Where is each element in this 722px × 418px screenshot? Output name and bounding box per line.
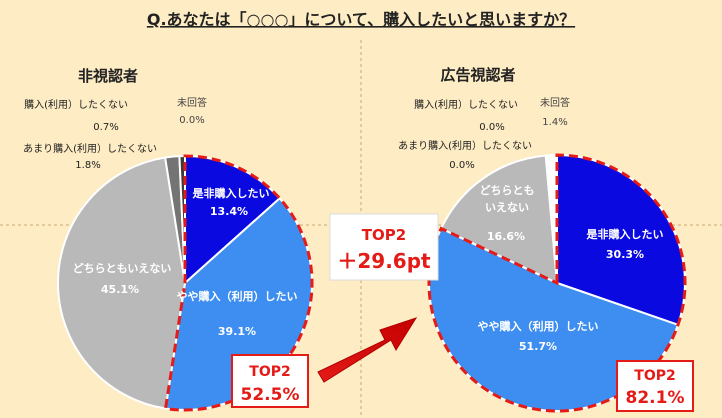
left-label-somewhat-name: やや購入（利用）したい (177, 289, 298, 303)
right-labels: 購入(利用）したくない 0.0% あまり購入(利用）したくない 0.0% 未回答… (398, 96, 663, 353)
difference-box: TOP2 ＋29.6pt (329, 213, 439, 281)
left-label-no-answer-name: 未回答 (177, 96, 207, 109)
left-pie (57, 154, 314, 412)
right-label-no-answer-value: 1.4% (542, 117, 567, 128)
right-label-not-buy-name: 購入(利用）したくない (414, 98, 518, 111)
left-label-not-buy-value: 0.7% (93, 122, 118, 133)
right-label-neutral-name: どちらともいえない (480, 184, 535, 214)
left-chart-title: 非視認者 (78, 67, 138, 85)
increase-arrow-icon (317, 317, 418, 383)
right-label-neutral-value: 16.6% (487, 230, 525, 243)
left-label-neutral-name: どちらともいえない (73, 262, 172, 275)
right-label-not-much-name: あまり購入(利用）したくない (398, 139, 532, 152)
right-label-somewhat-value: 51.7% (519, 340, 557, 353)
left-labels: 購入(利用）したくない 0.7% あまり購入(利用）したくない 1.8% 未回答… (23, 96, 297, 338)
left-label-not-much-name: あまり購入(利用）したくない (23, 142, 157, 155)
left-top2-label: TOP2 (249, 364, 290, 380)
left-label-not-much-value: 1.8% (75, 160, 100, 171)
difference-value: ＋29.6pt (337, 249, 431, 273)
left-label-not-buy-name: 購入(利用）したくない (24, 98, 128, 111)
right-label-not-much-value: 0.0% (449, 160, 474, 171)
right-top2-box: TOP2 82.1% (616, 360, 694, 412)
difference-label: TOP2 (362, 226, 406, 244)
left-slice-neutral (57, 156, 187, 410)
right-slice-neutral (439, 154, 559, 285)
left-top2-outline (163, 154, 314, 412)
question-title: Q.あなたは「○○○」について、購入したいと思いますか？ (147, 10, 575, 29)
left-label-neutral-value: 45.1% (101, 283, 139, 296)
right-chart-title: 広告視認者 (440, 66, 515, 84)
right-label-no-answer-name: 未回答 (540, 96, 570, 109)
left-label-somewhat-value: 39.1% (218, 325, 256, 338)
left-label-definitely-value: 13.4% (210, 205, 248, 218)
left-label-definitely-name: 是非購入したい (192, 186, 270, 200)
right-top2-value: 82.1% (626, 388, 685, 408)
left-top2-value: 52.5% (241, 385, 300, 405)
right-label-somewhat-name: やや購入（利用）したい (478, 319, 599, 333)
right-top2-label: TOP2 (634, 368, 675, 384)
left-label-no-answer-value: 0.0% (179, 115, 204, 126)
right-label-definitely-value: 30.3% (606, 248, 644, 261)
left-top2-box: TOP2 52.5% (231, 354, 309, 408)
right-pie (427, 153, 687, 413)
right-label-definitely-name: 是非購入したい (586, 227, 664, 241)
right-label-not-buy-value: 0.0% (479, 122, 504, 133)
right-top2-outline (427, 153, 687, 413)
